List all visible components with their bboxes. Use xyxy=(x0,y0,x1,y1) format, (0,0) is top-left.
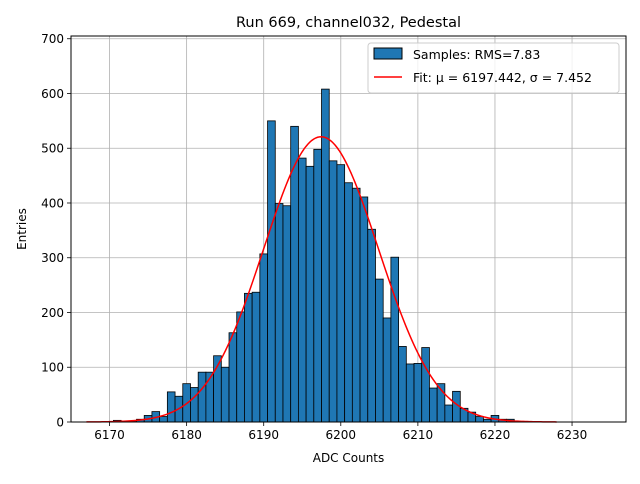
histogram-bar xyxy=(282,205,292,423)
y-tick-label: 0 xyxy=(56,416,64,430)
x-tick-label: 6170 xyxy=(94,428,125,442)
histogram-bar xyxy=(236,311,245,423)
x-tick-label: 6230 xyxy=(557,428,588,442)
histogram-bar xyxy=(197,371,207,423)
histogram-bar xyxy=(259,253,268,423)
x-axis-label: ADC Counts xyxy=(313,451,385,465)
histogram-bar xyxy=(244,292,253,423)
histogram-bar xyxy=(421,347,430,423)
histogram-bar xyxy=(220,366,230,423)
histogram-bar xyxy=(413,363,423,423)
histogram-bar xyxy=(405,363,415,423)
legend-label-histogram: Samples: RMS=7.83 xyxy=(413,47,540,62)
histogram-bar xyxy=(305,165,315,423)
histogram-bar xyxy=(267,120,276,423)
legend-frame xyxy=(367,42,620,94)
histogram-bars xyxy=(112,88,515,423)
histogram-bar xyxy=(351,187,361,423)
histogram-bar xyxy=(398,346,407,423)
histogram-bar xyxy=(367,228,376,423)
y-axis-ticks: 0 100 200 300 400 500 600 700 xyxy=(41,32,71,430)
histogram-bar xyxy=(190,387,199,423)
x-tick-label: 6220 xyxy=(480,428,511,442)
x-tick-label: 6210 xyxy=(403,428,434,442)
y-tick-label: 100 xyxy=(41,361,64,375)
y-tick-label: 600 xyxy=(41,87,64,101)
histogram-bar xyxy=(429,387,438,423)
histogram-bar xyxy=(228,332,238,423)
x-tick-label: 6180 xyxy=(171,428,202,442)
histogram-bar xyxy=(251,291,261,423)
legend: Samples: RMS=7.83 Fit: μ = 6197.442, σ =… xyxy=(367,42,620,94)
histogram-bar xyxy=(159,416,168,423)
plot-frame xyxy=(70,35,627,423)
legend-label-fit: Fit: μ = 6197.442, σ = 7.452 xyxy=(413,70,592,85)
histogram-bar xyxy=(359,196,369,423)
chart-title: Run 669, channel032, Pedestal xyxy=(236,15,461,31)
histogram-bar xyxy=(382,317,392,423)
histogram-bar xyxy=(444,404,453,423)
histogram-bar xyxy=(375,278,384,423)
histogram-bar xyxy=(297,157,307,423)
histogram-bar xyxy=(313,148,322,423)
histogram-bar xyxy=(336,164,346,423)
histogram-bar xyxy=(475,416,484,423)
y-tick-label: 700 xyxy=(41,32,64,46)
y-tick-label: 400 xyxy=(41,196,64,210)
histogram-bar xyxy=(344,182,353,423)
y-axis-label: Entries xyxy=(15,208,29,250)
x-tick-label: 6200 xyxy=(326,428,357,442)
legend-swatch-histogram xyxy=(373,47,403,60)
histogram-bar xyxy=(166,391,176,423)
fit-curve xyxy=(86,135,557,423)
histogram-bar xyxy=(390,256,400,423)
y-tick-label: 300 xyxy=(41,251,64,265)
x-tick-label: 6190 xyxy=(248,428,279,442)
y-tick-label: 500 xyxy=(41,142,64,156)
histogram-bar xyxy=(274,203,284,423)
y-tick-label: 200 xyxy=(41,306,64,320)
histogram-bar xyxy=(328,160,338,423)
x-axis-ticks: 6170 6180 6190 6200 6210 6220 6230 xyxy=(94,422,587,442)
